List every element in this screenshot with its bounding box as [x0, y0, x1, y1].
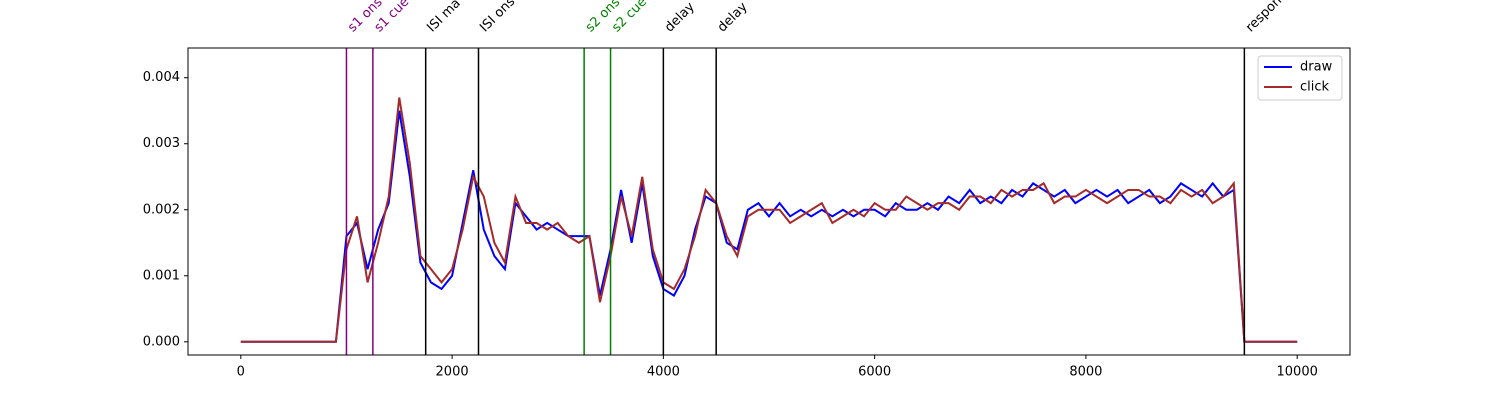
series-line: [240, 97, 1298, 343]
plot-area: [240, 97, 1298, 343]
x-tick-label: 6000: [858, 365, 891, 380]
axes-frame: [187, 47, 1351, 356]
x-tick-label: 8000: [1069, 365, 1102, 380]
y-tick-label: 0.001: [143, 268, 180, 283]
legend-label: draw: [1300, 60, 1333, 75]
y-tick-label: 0.000: [143, 334, 180, 349]
x-tick-label: 0: [237, 365, 245, 380]
y-tick-label: 0.004: [143, 70, 180, 85]
x-tick-label: 2000: [436, 365, 469, 380]
x-tick-label: 10000: [1277, 365, 1318, 380]
y-tick-label: 0.003: [143, 136, 180, 151]
y-tick-label: 0.002: [143, 202, 180, 217]
legend-label: click: [1300, 80, 1330, 95]
x-tick-label: 4000: [647, 365, 680, 380]
